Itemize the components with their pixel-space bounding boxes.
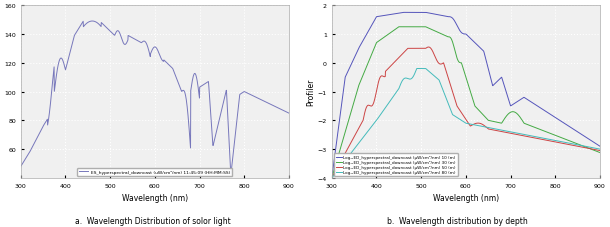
Log₁₀ED_hyperspectral_downcast (µW/cm²/nm) 10 (m) (475, 46, 482, 48)
Log₁₀ED_hyperspectral_downcast (µW/cm²/nm) 80 (m) (373, 119, 381, 121)
Log₁₀ED_hyperspectral_downcast (µW/cm²/nm) 80 (m) (328, 177, 336, 180)
Log₁₀ED_hyperspectral_downcast (µW/cm²/nm) 30 (m) (445, 36, 452, 39)
Log₁₀ED_hyperspectral_downcast (µW/cm²/nm) 30 (m) (395, 26, 403, 29)
Line: Log₁₀ED_hyperspectral_downcast (µW/cm²/nm) 80 (m): Log₁₀ED_hyperspectral_downcast (µW/cm²/n… (332, 69, 600, 178)
Log₁₀ED_hyperspectral_downcast (µW/cm²/nm) 50 (m) (418, 48, 426, 50)
Log₁₀ED_hyperspectral_downcast (µW/cm²/nm) 80 (m) (469, 124, 476, 126)
Log₁₀ED_hyperspectral_downcast (µW/cm²/nm) 10 (m) (373, 16, 381, 19)
Log₁₀ED_hyperspectral_downcast (µW/cm²/nm) 10 (m) (418, 12, 426, 15)
Log₁₀ED_hyperspectral_downcast (µW/cm²/nm) 50 (m) (364, 105, 371, 108)
Line: Log₁₀ED_hyperspectral_downcast (µW/cm²/nm) 10 (m): Log₁₀ED_hyperspectral_downcast (µW/cm²/n… (332, 13, 600, 178)
Log₁₀ED_hyperspectral_downcast (µW/cm²/nm) 50 (m) (597, 150, 604, 152)
Y-axis label: Profiler: Profiler (306, 79, 315, 106)
Text: b.  Wavelength distribution by depth: b. Wavelength distribution by depth (387, 216, 528, 225)
Log₁₀ED_hyperspectral_downcast (µW/cm²/nm) 10 (m) (469, 40, 476, 43)
Legend: Log₁₀ED_hyperspectral_downcast (µW/cm²/nm) 10 (m), Log₁₀ED_hyperspectral_downcas: Log₁₀ED_hyperspectral_downcast (µW/cm²/n… (334, 154, 458, 176)
Log₁₀ED_hyperspectral_downcast (µW/cm²/nm) 30 (m) (418, 26, 426, 29)
Log₁₀ED_hyperspectral_downcast (µW/cm²/nm) 50 (m) (373, 88, 381, 91)
Log₁₀ED_hyperspectral_downcast (µW/cm²/nm) 80 (m) (418, 68, 426, 71)
X-axis label: Wavelength (nm): Wavelength (nm) (433, 193, 499, 202)
Line: Log₁₀ED_hyperspectral_downcast (µW/cm²/nm) 30 (m): Log₁₀ED_hyperspectral_downcast (µW/cm²/n… (332, 28, 600, 178)
Log₁₀ED_hyperspectral_downcast (µW/cm²/nm) 10 (m) (597, 145, 604, 148)
Log₁₀ED_hyperspectral_downcast (µW/cm²/nm) 50 (m) (469, 124, 476, 126)
Log₁₀ED_hyperspectral_downcast (µW/cm²/nm) 30 (m) (328, 177, 336, 180)
Log₁₀ED_hyperspectral_downcast (µW/cm²/nm) 80 (m) (597, 148, 604, 151)
Log₁₀ED_hyperspectral_downcast (µW/cm²/nm) 80 (m) (445, 103, 452, 106)
Log₁₀ED_hyperspectral_downcast (µW/cm²/nm) 10 (m) (328, 177, 336, 180)
Log₁₀ED_hyperspectral_downcast (µW/cm²/nm) 10 (m) (364, 32, 371, 35)
Log₁₀ED_hyperspectral_downcast (µW/cm²/nm) 50 (m) (425, 47, 432, 49)
Log₁₀ED_hyperspectral_downcast (µW/cm²/nm) 30 (m) (469, 99, 476, 102)
Log₁₀ED_hyperspectral_downcast (µW/cm²/nm) 50 (m) (475, 122, 482, 125)
Log₁₀ED_hyperspectral_downcast (µW/cm²/nm) 80 (m) (413, 68, 420, 71)
Log₁₀ED_hyperspectral_downcast (µW/cm²/nm) 30 (m) (597, 152, 604, 154)
Log₁₀ED_hyperspectral_downcast (µW/cm²/nm) 50 (m) (328, 177, 336, 180)
Legend: ES_hyperspectral_downcast (uW/cm²/nm) 11:45:09 (HH:MM:SS): ES_hyperspectral_downcast (uW/cm²/nm) 11… (77, 168, 232, 176)
Log₁₀ED_hyperspectral_downcast (µW/cm²/nm) 80 (m) (475, 125, 482, 127)
X-axis label: Wavelength (nm): Wavelength (nm) (122, 193, 188, 202)
Log₁₀ED_hyperspectral_downcast (µW/cm²/nm) 80 (m) (364, 131, 371, 134)
Log₁₀ED_hyperspectral_downcast (µW/cm²/nm) 50 (m) (445, 77, 452, 80)
Log₁₀ED_hyperspectral_downcast (µW/cm²/nm) 30 (m) (373, 42, 381, 44)
Text: a.  Wavelength Distribution of solor light: a. Wavelength Distribution of solor ligh… (74, 216, 231, 225)
Log₁₀ED_hyperspectral_downcast (µW/cm²/nm) 10 (m) (445, 16, 452, 19)
Line: Log₁₀ED_hyperspectral_downcast (µW/cm²/nm) 50 (m): Log₁₀ED_hyperspectral_downcast (µW/cm²/n… (332, 48, 600, 178)
Log₁₀ED_hyperspectral_downcast (µW/cm²/nm) 10 (m) (400, 12, 407, 15)
Log₁₀ED_hyperspectral_downcast (µW/cm²/nm) 30 (m) (475, 109, 482, 112)
Log₁₀ED_hyperspectral_downcast (µW/cm²/nm) 30 (m) (364, 64, 371, 67)
